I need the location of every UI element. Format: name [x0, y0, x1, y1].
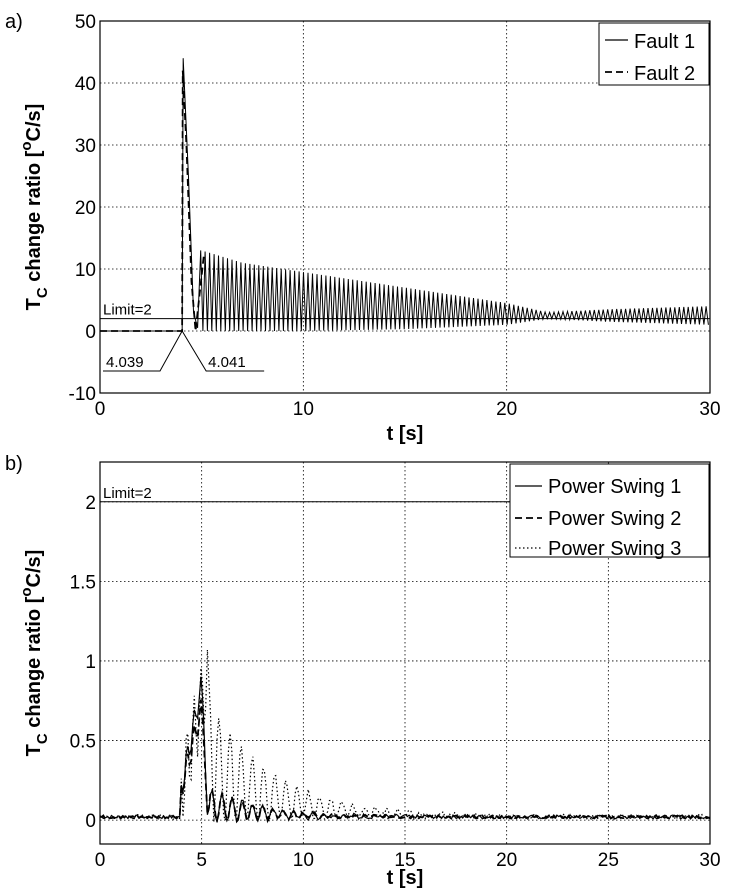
- y-tick-label: 10: [75, 260, 96, 281]
- limit-label: Limit=2: [103, 485, 152, 502]
- legend-label: Fault 2: [634, 63, 695, 85]
- y-tick-label: 30: [75, 136, 96, 157]
- x-tick-label: 0: [95, 399, 106, 420]
- legend-label: Power Swing 2: [548, 508, 681, 530]
- x-tick-label: 15: [394, 850, 415, 871]
- x-axis-label: t [s]: [387, 867, 424, 889]
- series-line-power-swing-3: [100, 649, 710, 822]
- x-tick-label: 30: [699, 399, 720, 420]
- annotation-label: 4.039: [106, 354, 144, 371]
- y-axis-label-part: C/s]: [23, 104, 45, 142]
- plot-frame: [99, 461, 711, 845]
- y-axis-label-part: T: [23, 744, 45, 756]
- x-tick-label: 5: [196, 850, 207, 871]
- annotation-leader-4039: [103, 330, 183, 372]
- x-axis-label: t [s]: [387, 423, 424, 445]
- legend-box: [598, 22, 710, 86]
- y-tick-label: 0.5: [70, 732, 96, 753]
- annotation-label: 4.041: [208, 354, 246, 371]
- y-tick-label: 1: [85, 652, 96, 673]
- y-tick-label: 1.5: [70, 572, 96, 593]
- y-axis-label-part: change ratio [: [23, 150, 45, 287]
- annotation-leader-4041: [181, 330, 265, 372]
- y-axis-label: TC change ratio [oC/s]: [18, 550, 51, 757]
- y-tick-label: 0: [85, 811, 96, 832]
- y-axis-label-part: C/s]: [23, 550, 45, 588]
- y-axis-label-part: change ratio [: [23, 596, 45, 733]
- y-tick-label: 2: [85, 493, 96, 514]
- panel-label: a): [5, 11, 23, 33]
- legend-label: Power Swing 3: [548, 538, 681, 560]
- legend-box: [509, 463, 710, 558]
- y-tick-label: 0: [85, 322, 96, 343]
- series-line-power-swing-1: [100, 676, 710, 824]
- legend-label: Fault 1: [634, 31, 695, 53]
- x-tick-label: 10: [293, 850, 314, 871]
- legend: Fault 1 Fault 2: [598, 22, 710, 86]
- y-axis-label-part: o: [18, 141, 35, 150]
- y-axis-label: TC change ratio [oC/s]: [18, 104, 51, 311]
- series-line-fault-1: [100, 58, 709, 332]
- plot-area: [100, 58, 709, 332]
- x-tick-label: 10: [293, 399, 314, 420]
- panel-label: b): [5, 453, 23, 475]
- y-axis-label-part: T: [23, 298, 45, 310]
- y-tick-label: 50: [75, 12, 96, 33]
- y-axis-label-part: C: [34, 733, 51, 744]
- x-tick-label: 25: [598, 850, 619, 871]
- x-tick-label: 20: [496, 850, 517, 871]
- plot-frame: [99, 20, 711, 394]
- legend-label: Power Swing 1: [548, 476, 681, 498]
- y-axis-label-part: C: [34, 287, 51, 298]
- y-tick-label: -10: [69, 384, 96, 405]
- series-line-fault-2: [100, 70, 205, 332]
- limit-label: Limit=2: [103, 302, 152, 319]
- y-tick-label: 20: [75, 198, 96, 219]
- y-tick-label: 40: [75, 74, 96, 95]
- plot-area: [100, 649, 710, 824]
- chart-panel-b: b) 0 5 10 15 20 25 30 0 0.5 1 1.5 2 t [s] TC change ra…: [5, 453, 721, 889]
- x-tick-label: 0: [95, 850, 106, 871]
- y-axis-label-part: o: [18, 587, 35, 596]
- x-tick-label: 30: [699, 850, 720, 871]
- x-tick-label: 20: [496, 399, 517, 420]
- legend: Power Swing 1 Power Swing 2 Power Swing 3: [509, 463, 710, 560]
